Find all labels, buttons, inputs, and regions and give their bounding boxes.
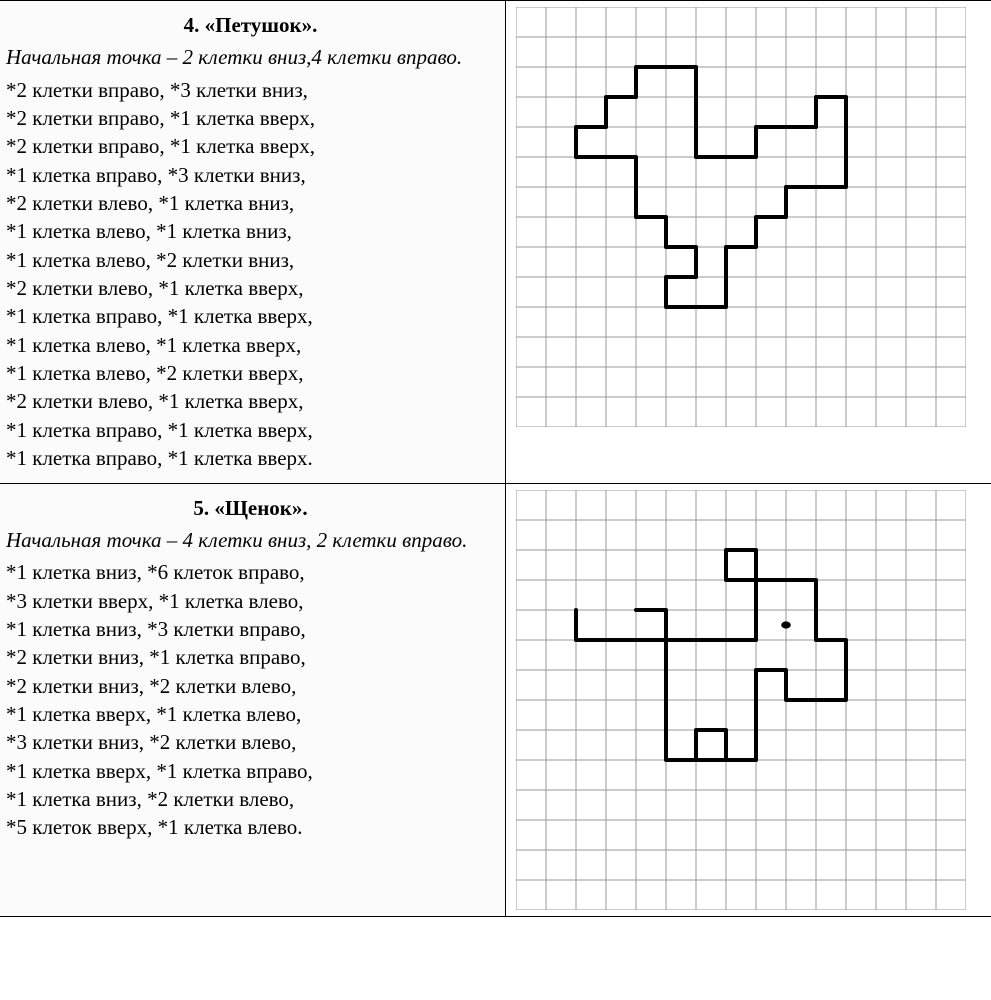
exercise-step-line: *3 клетки вверх, *1 клетка влево, xyxy=(6,587,495,615)
exercise-steps: *2 клетки вправо, *3 клетки вниз,*2 клет… xyxy=(6,76,495,473)
exercise-row: 4. «Петушок». Начальная точка – 2 клетки … xyxy=(0,0,991,484)
exercise-step-line: *1 клетка влево, *1 клетка вверх, xyxy=(6,331,495,359)
exercise-grid-cell xyxy=(506,1,991,483)
exercise-step-line: *3 клетки вниз, *2 клетки влево, xyxy=(6,728,495,756)
exercise-step-line: *2 клетки вправо, *1 клетка вверх, xyxy=(6,104,495,132)
exercise-step-line: *1 клетка вниз, *6 клеток вправо, xyxy=(6,558,495,586)
exercise-step-line: *1 клетка вверх, *1 клетка вправо, xyxy=(6,757,495,785)
exercise-step-line: *2 клетки влево, *1 клетка вверх, xyxy=(6,274,495,302)
exercise-step-line: *1 клетка вверх, *1 клетка влево, xyxy=(6,700,495,728)
exercise-start-point: Начальная точка – 2 клетки вниз,4 клетки… xyxy=(6,43,495,71)
exercise-step-line: *1 клетка вниз, *2 клетки влево, xyxy=(6,785,495,813)
exercise-start-point: Начальная точка – 4 клетки вниз, 2 клетк… xyxy=(6,526,495,554)
exercise-step-line: *2 клетки вправо, *3 клетки вниз, xyxy=(6,76,495,104)
exercise-step-line: *1 клетка влево, *1 клетка вниз, xyxy=(6,217,495,245)
grid-drawing xyxy=(516,7,966,427)
exercise-step-line: *1 клетка вправо, *3 клетки вниз, xyxy=(6,161,495,189)
exercise-step-line: *1 клетка вправо, *1 клетка вверх. xyxy=(6,444,495,472)
exercise-step-line: *1 клетка влево, *2 клетки вверх, xyxy=(6,359,495,387)
grid-drawing xyxy=(516,490,966,910)
exercise-step-line: *2 клетки вниз, *2 клетки влево, xyxy=(6,672,495,700)
exercise-step-line: *2 клетки вниз, *1 клетка вправо, xyxy=(6,643,495,671)
exercise-grid-cell xyxy=(506,484,991,916)
exercise-step-line: *2 клетки влево, *1 клетка вверх, xyxy=(6,387,495,415)
exercise-step-line: *1 клетка влево, *2 клетки вниз, xyxy=(6,246,495,274)
exercise-row: 5. «Щенок». Начальная точка – 4 клетки вн… xyxy=(0,484,991,917)
exercise-step-line: *1 клетка вниз, *3 клетки вправо, xyxy=(6,615,495,643)
exercise-step-line: *1 клетка вправо, *1 клетка вверх, xyxy=(6,302,495,330)
exercise-step-line: *2 клетки вправо, *1 клетка вверх, xyxy=(6,132,495,160)
exercise-text: 4. «Петушок». Начальная точка – 2 клетки … xyxy=(0,1,506,483)
exercise-step-line: *1 клетка вправо, *1 клетка вверх, xyxy=(6,416,495,444)
exercise-text: 5. «Щенок». Начальная точка – 4 клетки вн… xyxy=(0,484,506,916)
exercise-step-line: *2 клетки влево, *1 клетка вниз, xyxy=(6,189,495,217)
exercise-title: 4. «Петушок». xyxy=(6,11,495,39)
exercise-step-line: *5 клеток вверх, *1 клетка влево. xyxy=(6,813,495,841)
exercise-steps: *1 клетка вниз, *6 клеток вправо,*3 клет… xyxy=(6,558,495,841)
exercise-title: 5. «Щенок». xyxy=(6,494,495,522)
